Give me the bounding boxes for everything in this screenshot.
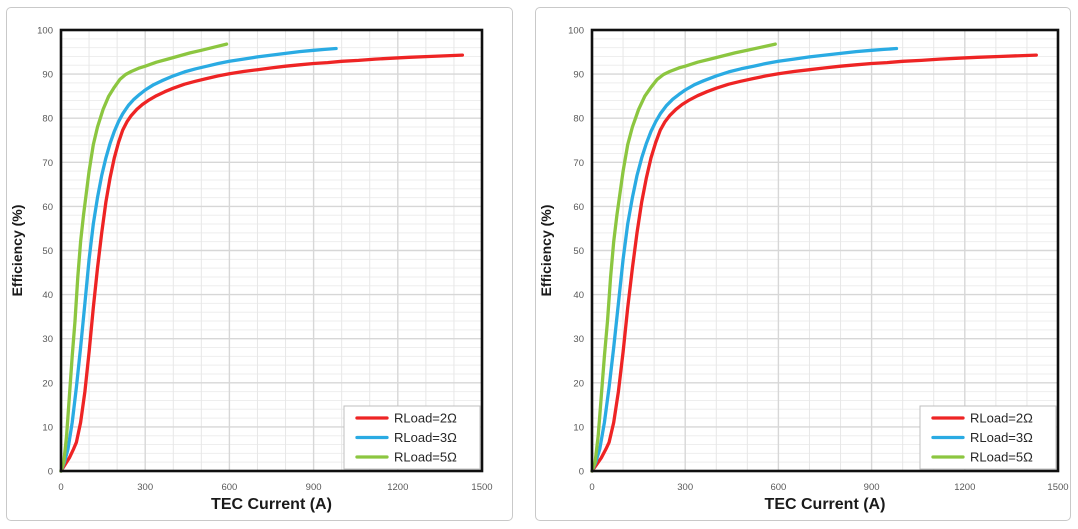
y-tick-label: 40 [42,290,53,301]
x-tick-label: 1500 [1047,482,1068,493]
x-tick-label: 0 [58,482,63,493]
y-tick-label: 100 [37,26,53,37]
x-axis-title: TEC Current (A) [765,496,886,513]
series-line-3 [59,42,229,473]
x-tick-label: 600 [770,482,786,493]
y-tick-label: 100 [568,26,584,37]
y-tick-label: 10 [42,422,53,433]
y-tick-label: 60 [573,202,584,213]
y-tick-label: 0 [48,467,53,478]
y-tick-label: 30 [42,334,53,345]
legend-label-3: RLoad=5Ω [970,450,1033,465]
legend-label-3: RLoad=5Ω [394,450,457,465]
x-tick-label: 600 [221,482,237,493]
y-tick-label: 90 [573,70,584,81]
x-tick-label: 0 [589,482,594,493]
series-line-2 [59,46,338,473]
x-tick-label: 300 [677,482,693,493]
chart-panel-right: RLoad=2Ω RLoad=3Ω RLoad=5Ω 0 10 20 30 40 50 60 70 8… [535,7,1071,521]
series-line-1 [590,53,1038,473]
y-axis-title: Efficiency (%) [9,205,25,297]
series-line-2 [590,46,899,473]
y-tick-label: 70 [42,158,53,169]
y-tick-label: 50 [42,246,53,257]
y-tick-label: 40 [573,290,584,301]
y-tick-label: 80 [573,114,584,125]
y-tick-label: 20 [573,378,584,389]
y-tick-label: 10 [573,422,584,433]
x-tick-label: 900 [864,482,880,493]
y-axis-title: Efficiency (%) [538,205,554,297]
y-tick-label: 60 [42,202,53,213]
series-line-1 [59,53,465,473]
legend-label-1: RLoad=2Ω [394,411,457,426]
y-tick-label: 50 [573,246,584,257]
y-tick-label: 30 [573,334,584,345]
y-tick-label: 70 [573,158,584,169]
y-tick-label: 80 [42,114,53,125]
efficiency-chart: RLoad=2Ω RLoad=3Ω RLoad=5Ω 0 10 20 30 40 50 60 70 8… [9,26,493,514]
x-axis-title: TEC Current (A) [211,496,332,513]
x-tick-label: 300 [137,482,153,493]
y-tick-label: 90 [42,70,53,81]
legend-label-2: RLoad=3Ω [394,430,457,445]
plot-border [59,28,484,473]
y-tick-label: 0 [579,467,584,478]
x-tick-label: 1200 [954,482,975,493]
legend-label-1: RLoad=2Ω [970,411,1033,426]
x-tick-label: 1500 [471,482,492,493]
legend-label-2: RLoad=3Ω [970,430,1033,445]
efficiency-chart: RLoad=2Ω RLoad=3Ω RLoad=5Ω 0 10 20 30 40 50 60 70 8… [538,26,1069,514]
plot-border [590,28,1060,473]
series-line-3 [590,42,777,473]
y-tick-label: 20 [42,378,53,389]
x-tick-label: 900 [306,482,322,493]
chart-panel-left: RLoad=2Ω RLoad=3Ω RLoad=5Ω 0 10 20 30 40 50 60 70 8… [6,7,513,521]
x-tick-label: 1200 [387,482,408,493]
